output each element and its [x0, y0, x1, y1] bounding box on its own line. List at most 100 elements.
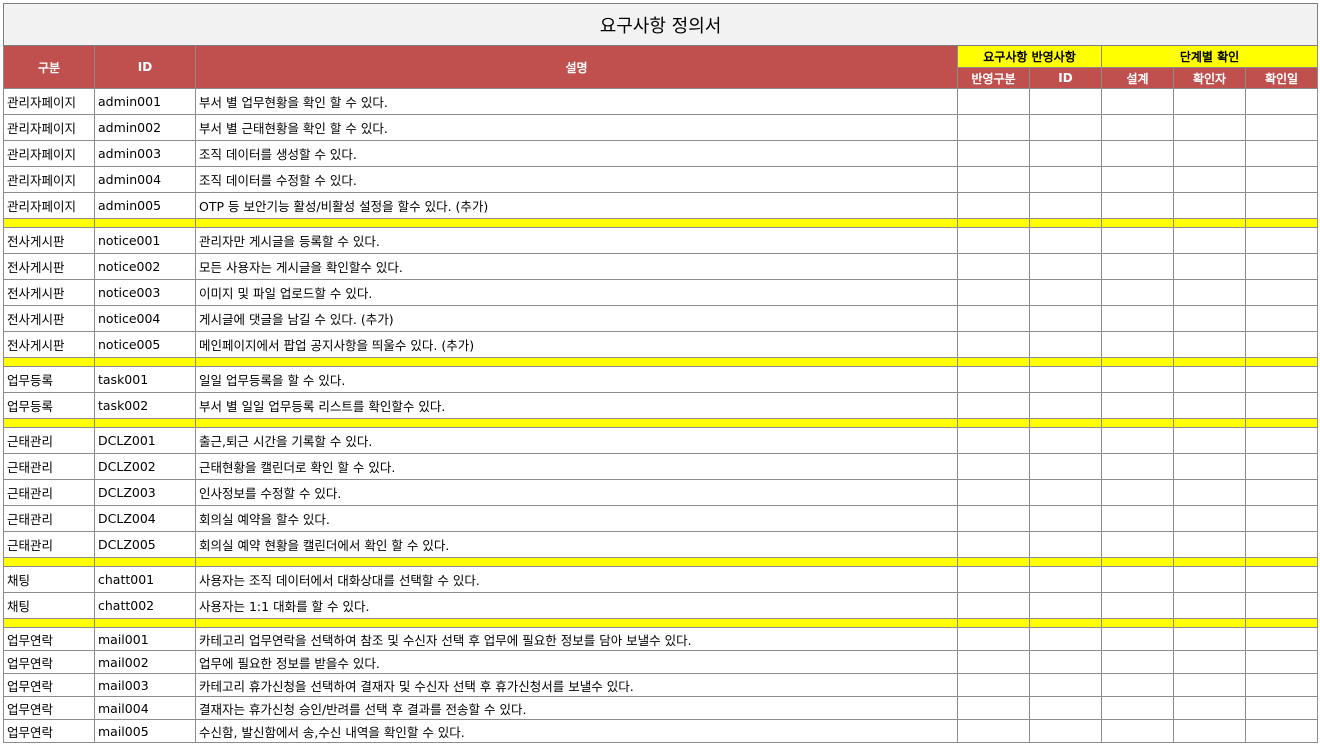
header-design[interactable]: 설계 — [1101, 67, 1174, 89]
reflect-type-cell[interactable] — [957, 453, 1030, 480]
header-stage-group[interactable]: 단계별 확인 — [1100, 45, 1319, 68]
confirm-date-cell[interactable] — [1244, 531, 1319, 558]
separator-cell[interactable] — [957, 357, 1030, 367]
confirmer-cell[interactable] — [1173, 253, 1246, 280]
category-cell[interactable]: 전사게시판 — [3, 253, 95, 280]
id-cell[interactable]: mail001 — [94, 627, 196, 651]
confirm-date-cell[interactable] — [1244, 366, 1319, 393]
reflect-type-cell[interactable] — [957, 140, 1030, 167]
reflect-id-cell[interactable] — [1029, 392, 1102, 419]
reflect-type-cell[interactable] — [957, 305, 1030, 332]
reflect-id-cell[interactable] — [1029, 427, 1102, 454]
reflect-type-cell[interactable] — [957, 166, 1030, 193]
separator-cell[interactable] — [3, 418, 95, 428]
separator-cell[interactable] — [957, 218, 1030, 228]
reflect-id-cell[interactable] — [1029, 650, 1102, 674]
separator-cell[interactable] — [1101, 357, 1174, 367]
reflect-type-cell[interactable] — [957, 531, 1030, 558]
separator-cell[interactable] — [1173, 557, 1246, 567]
separator-cell[interactable] — [94, 557, 196, 567]
design-cell[interactable] — [1101, 279, 1174, 306]
reflect-type-cell[interactable] — [957, 479, 1030, 506]
design-cell[interactable] — [1101, 392, 1174, 419]
page-title[interactable]: 요구사항 정의서 — [2, 3, 1319, 46]
id-cell[interactable]: admin003 — [94, 140, 196, 167]
confirmer-cell[interactable] — [1173, 505, 1246, 532]
category-cell[interactable]: 업무연락 — [3, 719, 95, 743]
design-cell[interactable] — [1101, 227, 1174, 254]
separator-cell[interactable] — [957, 618, 1030, 628]
confirmer-cell[interactable] — [1173, 696, 1246, 720]
description-cell[interactable]: 사용자는 조직 데이터에서 대화상대를 선택할 수 있다. — [195, 566, 958, 593]
confirmer-cell[interactable] — [1173, 650, 1246, 674]
design-cell[interactable] — [1101, 166, 1174, 193]
confirmer-cell[interactable] — [1173, 479, 1246, 506]
reflect-type-cell[interactable] — [957, 719, 1030, 743]
design-cell[interactable] — [1101, 673, 1174, 697]
category-cell[interactable]: 관리자페이지 — [3, 166, 95, 193]
separator-cell[interactable] — [195, 557, 958, 567]
confirmer-cell[interactable] — [1173, 114, 1246, 141]
description-cell[interactable]: 수신함, 발신함에서 송,수신 내역을 확인할 수 있다. — [195, 719, 958, 743]
id-cell[interactable]: mail005 — [94, 719, 196, 743]
id-cell[interactable]: notice005 — [94, 331, 196, 358]
reflect-type-cell[interactable] — [957, 592, 1030, 619]
confirmer-cell[interactable] — [1173, 427, 1246, 454]
category-cell[interactable]: 전사게시판 — [3, 227, 95, 254]
description-cell[interactable]: 게시글에 댓글을 남길 수 있다. (추가) — [195, 305, 958, 332]
design-cell[interactable] — [1101, 88, 1174, 115]
description-cell[interactable]: 일일 업무등록을 할 수 있다. — [195, 366, 958, 393]
reflect-id-cell[interactable] — [1029, 505, 1102, 532]
separator-cell[interactable] — [1173, 418, 1246, 428]
separator-cell[interactable] — [1244, 557, 1319, 567]
reflect-id-cell[interactable] — [1029, 479, 1102, 506]
separator-cell[interactable] — [1244, 418, 1319, 428]
reflect-id-cell[interactable] — [1029, 566, 1102, 593]
separator-cell[interactable] — [1029, 218, 1102, 228]
reflect-id-cell[interactable] — [1029, 227, 1102, 254]
confirm-date-cell[interactable] — [1244, 427, 1319, 454]
confirmer-cell[interactable] — [1173, 88, 1246, 115]
description-cell[interactable]: OTP 등 보안기능 활성/비활성 설정을 할수 있다. (추가) — [195, 192, 958, 219]
separator-cell[interactable] — [1244, 218, 1319, 228]
confirmer-cell[interactable] — [1173, 366, 1246, 393]
category-cell[interactable]: 전사게시판 — [3, 305, 95, 332]
separator-cell[interactable] — [195, 357, 958, 367]
design-cell[interactable] — [1101, 650, 1174, 674]
id-cell[interactable]: DCLZ005 — [94, 531, 196, 558]
design-cell[interactable] — [1101, 331, 1174, 358]
id-cell[interactable]: notice002 — [94, 253, 196, 280]
design-cell[interactable] — [1101, 531, 1174, 558]
description-cell[interactable]: 카테고리 휴가신청을 선택하여 결재자 및 수신자 선택 후 휴가신청서를 보낼… — [195, 673, 958, 697]
reflect-id-cell[interactable] — [1029, 279, 1102, 306]
separator-cell[interactable] — [3, 357, 95, 367]
description-cell[interactable]: 이미지 및 파일 업로드할 수 있다. — [195, 279, 958, 306]
description-cell[interactable]: 조직 데이터를 수정할 수 있다. — [195, 166, 958, 193]
separator-cell[interactable] — [957, 557, 1030, 567]
confirm-date-cell[interactable] — [1244, 505, 1319, 532]
description-cell[interactable]: 회의실 예약 현황을 캘린더에서 확인 할 수 있다. — [195, 531, 958, 558]
separator-cell[interactable] — [3, 557, 95, 567]
separator-cell[interactable] — [94, 618, 196, 628]
header-reflect-group[interactable]: 요구사항 반영사항 — [957, 45, 1102, 68]
id-cell[interactable]: admin001 — [94, 88, 196, 115]
separator-cell[interactable] — [1244, 357, 1319, 367]
confirmer-cell[interactable] — [1173, 673, 1246, 697]
reflect-type-cell[interactable] — [957, 114, 1030, 141]
header-confirm-date[interactable]: 확인일 — [1244, 67, 1319, 89]
design-cell[interactable] — [1101, 366, 1174, 393]
design-cell[interactable] — [1101, 479, 1174, 506]
reflect-type-cell[interactable] — [957, 505, 1030, 532]
header-id[interactable]: ID — [94, 45, 196, 89]
description-cell[interactable]: 회의실 예약을 할수 있다. — [195, 505, 958, 532]
reflect-id-cell[interactable] — [1029, 592, 1102, 619]
separator-cell[interactable] — [1101, 218, 1174, 228]
separator-cell[interactable] — [195, 218, 958, 228]
design-cell[interactable] — [1101, 627, 1174, 651]
reflect-type-cell[interactable] — [957, 673, 1030, 697]
category-cell[interactable]: 업무등록 — [3, 392, 95, 419]
id-cell[interactable]: notice003 — [94, 279, 196, 306]
description-cell[interactable]: 결재자는 휴가신청 승인/반려를 선택 후 결과를 전송할 수 있다. — [195, 696, 958, 720]
separator-cell[interactable] — [94, 357, 196, 367]
design-cell[interactable] — [1101, 140, 1174, 167]
